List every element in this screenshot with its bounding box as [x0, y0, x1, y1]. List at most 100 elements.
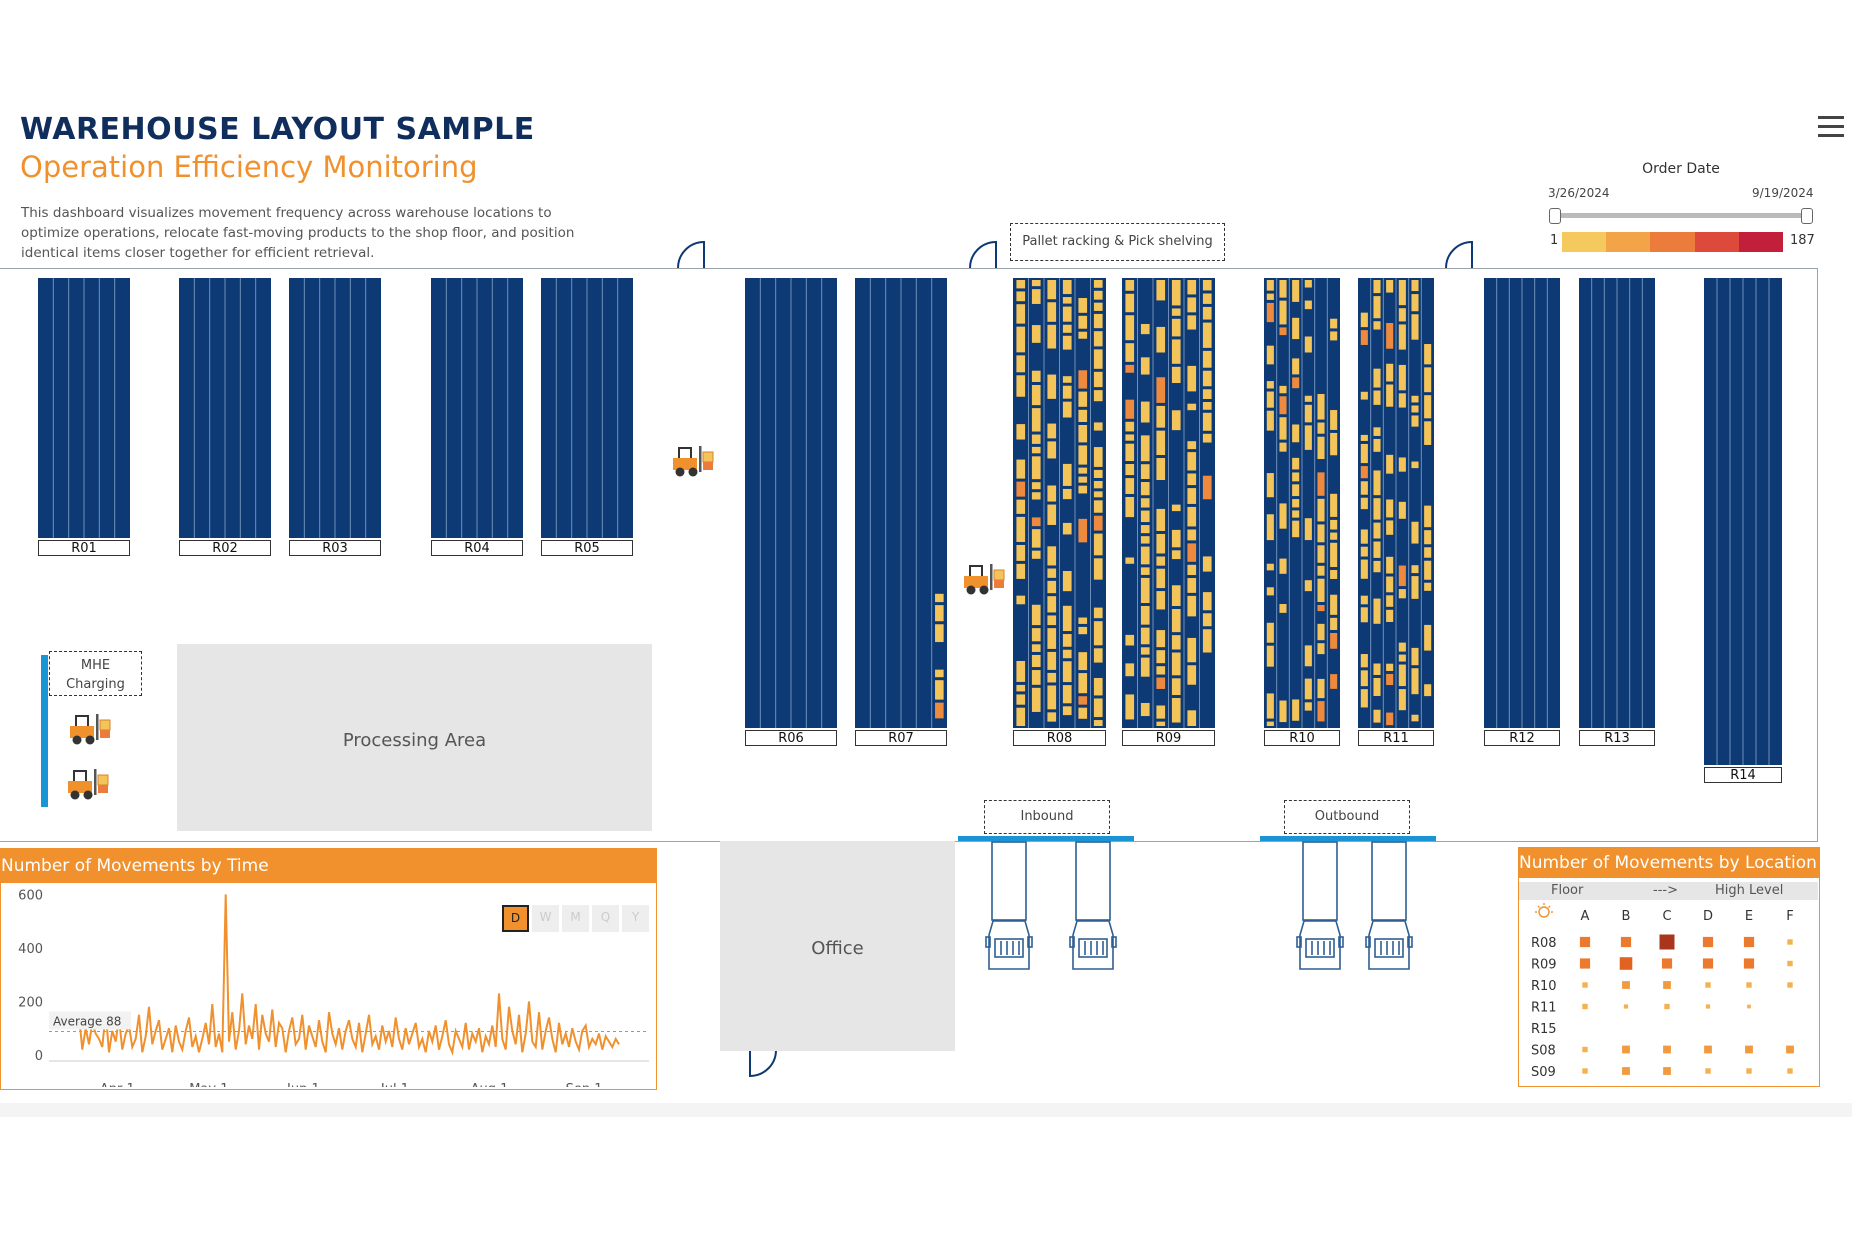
truck-icon: [1069, 841, 1117, 970]
slot-heat: [1360, 607, 1368, 623]
rack-r02[interactable]: [179, 278, 271, 538]
slot-heat: [1016, 280, 1026, 289]
slider-start-handle[interactable]: [1549, 208, 1561, 224]
grain-m-button[interactable]: M: [562, 905, 589, 932]
slot-heat: [1411, 280, 1419, 292]
slot-heat: [1398, 664, 1406, 687]
rack-r10[interactable]: [1264, 278, 1340, 728]
slot-heat: [1140, 627, 1150, 645]
slot-heat: [1202, 613, 1212, 627]
slot-heat: [1411, 521, 1419, 544]
rack-r13[interactable]: [1579, 278, 1655, 728]
slot-heat: [1360, 689, 1368, 708]
rack-r05[interactable]: [541, 278, 633, 538]
slot-heat: [1279, 417, 1287, 440]
movements-by-location-panel: Number of Movements by Location Floor --…: [1518, 847, 1820, 1087]
slot-heat: [1156, 568, 1166, 589]
slot-heat: [1202, 350, 1212, 368]
slot-heat: [1266, 391, 1274, 408]
y-tick-label: 400: [18, 942, 43, 957]
slot-heat: [1279, 604, 1287, 613]
slot-heat: [1398, 364, 1406, 391]
slot-heat: [1411, 565, 1419, 574]
truck-icon: [1296, 841, 1344, 970]
slot-heat: [1171, 609, 1181, 633]
slot-heat: [1398, 324, 1406, 350]
slot-heat: [935, 680, 944, 700]
slot-heat: [1304, 395, 1312, 402]
slot-heat: [1202, 629, 1212, 653]
slider-end-handle[interactable]: [1801, 208, 1813, 224]
legend-swatch: [1694, 232, 1739, 252]
slot-heat: [1078, 409, 1088, 422]
slot-heat: [1202, 433, 1212, 443]
slot-heat: [1411, 647, 1419, 666]
x-tick-label: Apr 1: [100, 1082, 135, 1087]
slot-heat: [1031, 550, 1041, 559]
slot-heat: [1424, 421, 1432, 445]
rack-shelves: [193, 278, 257, 538]
order-date-slider[interactable]: [1549, 208, 1813, 224]
slot-heat: [1078, 673, 1088, 694]
rack-r01[interactable]: [38, 278, 130, 538]
slot-heat: [1125, 464, 1135, 476]
high-level-label: High Level: [1715, 883, 1784, 898]
slot-heat: [1373, 677, 1381, 696]
grain-y-button[interactable]: Y: [622, 905, 649, 932]
row-label: S08: [1531, 1044, 1556, 1059]
slot-heat: [1125, 293, 1135, 313]
rack-r09[interactable]: [1122, 278, 1215, 728]
slot-heat: [1140, 435, 1150, 462]
slot-heat: [1386, 576, 1394, 593]
hamburger-menu-icon[interactable]: [1818, 116, 1844, 138]
rack-r14[interactable]: [1704, 278, 1782, 765]
slot-heat: [1279, 280, 1287, 298]
truck-icon: [985, 841, 1033, 970]
slot-heat: [1093, 469, 1103, 478]
rack-label: R05: [541, 540, 633, 556]
rack-r11[interactable]: [1358, 278, 1434, 728]
rack-shelves: [869, 278, 944, 728]
rack-r12[interactable]: [1484, 278, 1560, 728]
slot-heat: [1411, 714, 1419, 722]
slot-heat: [1125, 478, 1135, 494]
row-label: R15: [1531, 1022, 1557, 1037]
location-cell: [1702, 958, 1714, 969]
location-cell: [1743, 936, 1755, 948]
grain-d-button[interactable]: D: [502, 905, 529, 932]
location-cell: [1582, 1046, 1588, 1053]
slot-heat: [1187, 441, 1197, 450]
slot-heat: [1062, 522, 1072, 535]
slot-heat: [1062, 335, 1072, 350]
slot-heat: [1360, 670, 1368, 687]
slot-heat: [1373, 709, 1381, 723]
grain-w-button[interactable]: W: [532, 905, 559, 932]
location-cell: [1663, 981, 1671, 989]
slot-heat: [1140, 498, 1150, 508]
slot-heat: [1031, 434, 1041, 444]
legend-swatch: [1562, 232, 1607, 252]
slot-heat: [1125, 694, 1135, 720]
slot-heat: [1398, 565, 1406, 587]
slot-heat: [1373, 427, 1381, 436]
rack-r08[interactable]: [1013, 278, 1106, 728]
slot-heat: [1093, 515, 1103, 531]
rack-shelves: [1716, 278, 1770, 765]
rack-r03[interactable]: [289, 278, 381, 538]
rack-r06[interactable]: [745, 278, 837, 728]
slot-heat: [1292, 699, 1300, 721]
rack-r07[interactable]: [855, 278, 947, 728]
slot-heat: [1292, 499, 1300, 508]
slot-heat: [1187, 452, 1197, 471]
slot-heat: [1373, 296, 1381, 319]
rack-label: R10: [1264, 730, 1340, 746]
grain-q-button[interactable]: Q: [592, 905, 619, 932]
slot-heat: [1360, 466, 1368, 479]
slot-heat: [1292, 520, 1300, 538]
slot-heat: [1411, 405, 1419, 413]
direction-arrow: --->: [1653, 883, 1678, 898]
slot-heat: [1373, 663, 1381, 675]
slot-heat: [1047, 568, 1057, 578]
rack-r04[interactable]: [431, 278, 523, 538]
